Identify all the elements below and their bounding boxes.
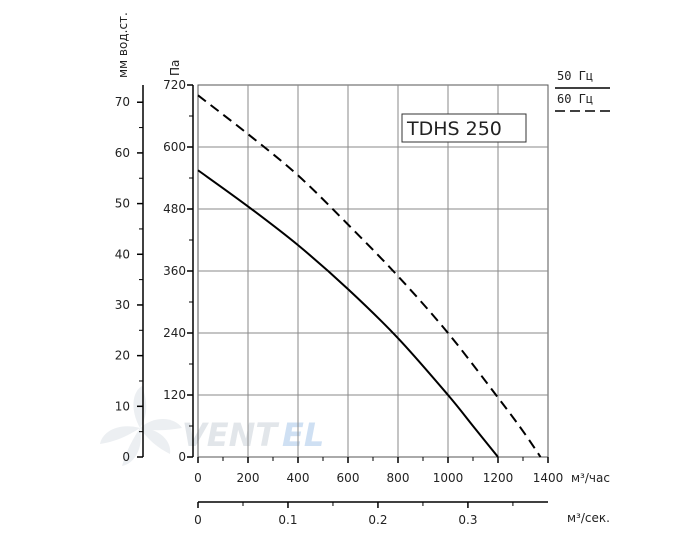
series-line-50hz	[197, 169, 499, 458]
fan-logo-icon	[100, 386, 182, 466]
x2-tick-label: 0	[194, 513, 202, 527]
legend-label-50hz: 50 Гц	[557, 69, 593, 83]
x2-tick-label: 0.3	[458, 513, 477, 527]
x-tick-label: 0	[194, 471, 202, 485]
flow-m3h-label: м³/час	[571, 471, 610, 485]
mm-axis-label: мм вод.ст.	[116, 12, 130, 78]
mm-tick-label: 60	[115, 146, 130, 160]
flow-m3s-label: м³/сек.	[567, 511, 610, 525]
mm-tick-label: 30	[115, 298, 130, 312]
pa-tick-label: 360	[163, 264, 186, 278]
mm-tick-label: 10	[115, 399, 130, 413]
x-tick-label: 800	[387, 471, 410, 485]
legend: 50 Гц 60 Гц	[555, 69, 610, 112]
mm-tick-label: 70	[115, 95, 130, 109]
pa-axis-label: Па	[168, 60, 182, 76]
pa-tick-label: 480	[163, 202, 186, 216]
curves	[197, 94, 542, 458]
pa-tick-label: 720	[163, 78, 186, 92]
x2-tick-label: 0.2	[368, 513, 387, 527]
pa-tick-label: 0	[178, 450, 186, 464]
flow-m3s-axis: м³/сек. 0 0.1 0.2 0.3	[194, 501, 610, 527]
legend-label-60hz: 60 Гц	[557, 92, 593, 106]
pa-axis: Па 0 120 240 360 480 600 720	[163, 60, 194, 464]
x-tick-label: 1400	[533, 471, 564, 485]
x-tick-label: 600	[337, 471, 360, 485]
brand-watermark: VENT EL	[100, 386, 324, 466]
mm-tick-label: 50	[115, 197, 130, 211]
pa-tick-label: 240	[163, 326, 186, 340]
mm-tick-label: 40	[115, 247, 130, 261]
model-label: TDHS 250	[406, 118, 502, 140]
flow-m3h-axis: м³/час 0 200 400 600 800 1000 1200 1400	[194, 457, 610, 485]
mm-tick-label: 20	[115, 349, 130, 363]
x-tick-label: 1000	[433, 471, 464, 485]
series-line-60hz	[197, 94, 542, 458]
model-label-frame	[401, 113, 527, 143]
x-tick-label: 1200	[483, 471, 514, 485]
mm-tick-label: 0	[122, 450, 130, 464]
watermark-part2: EL	[282, 416, 324, 454]
x-tick-label: 200	[237, 471, 260, 485]
mm-water-axis: мм вод.ст. 0 10 20 30 40 50 60 70	[115, 12, 144, 464]
pa-tick-label: 600	[163, 140, 186, 154]
x2-tick-label: 0.1	[278, 513, 297, 527]
pa-tick-label: 120	[163, 388, 186, 402]
x-tick-label: 400	[287, 471, 310, 485]
model-label-box: TDHS 250	[401, 113, 527, 143]
watermark-part1: VENT	[182, 416, 279, 454]
